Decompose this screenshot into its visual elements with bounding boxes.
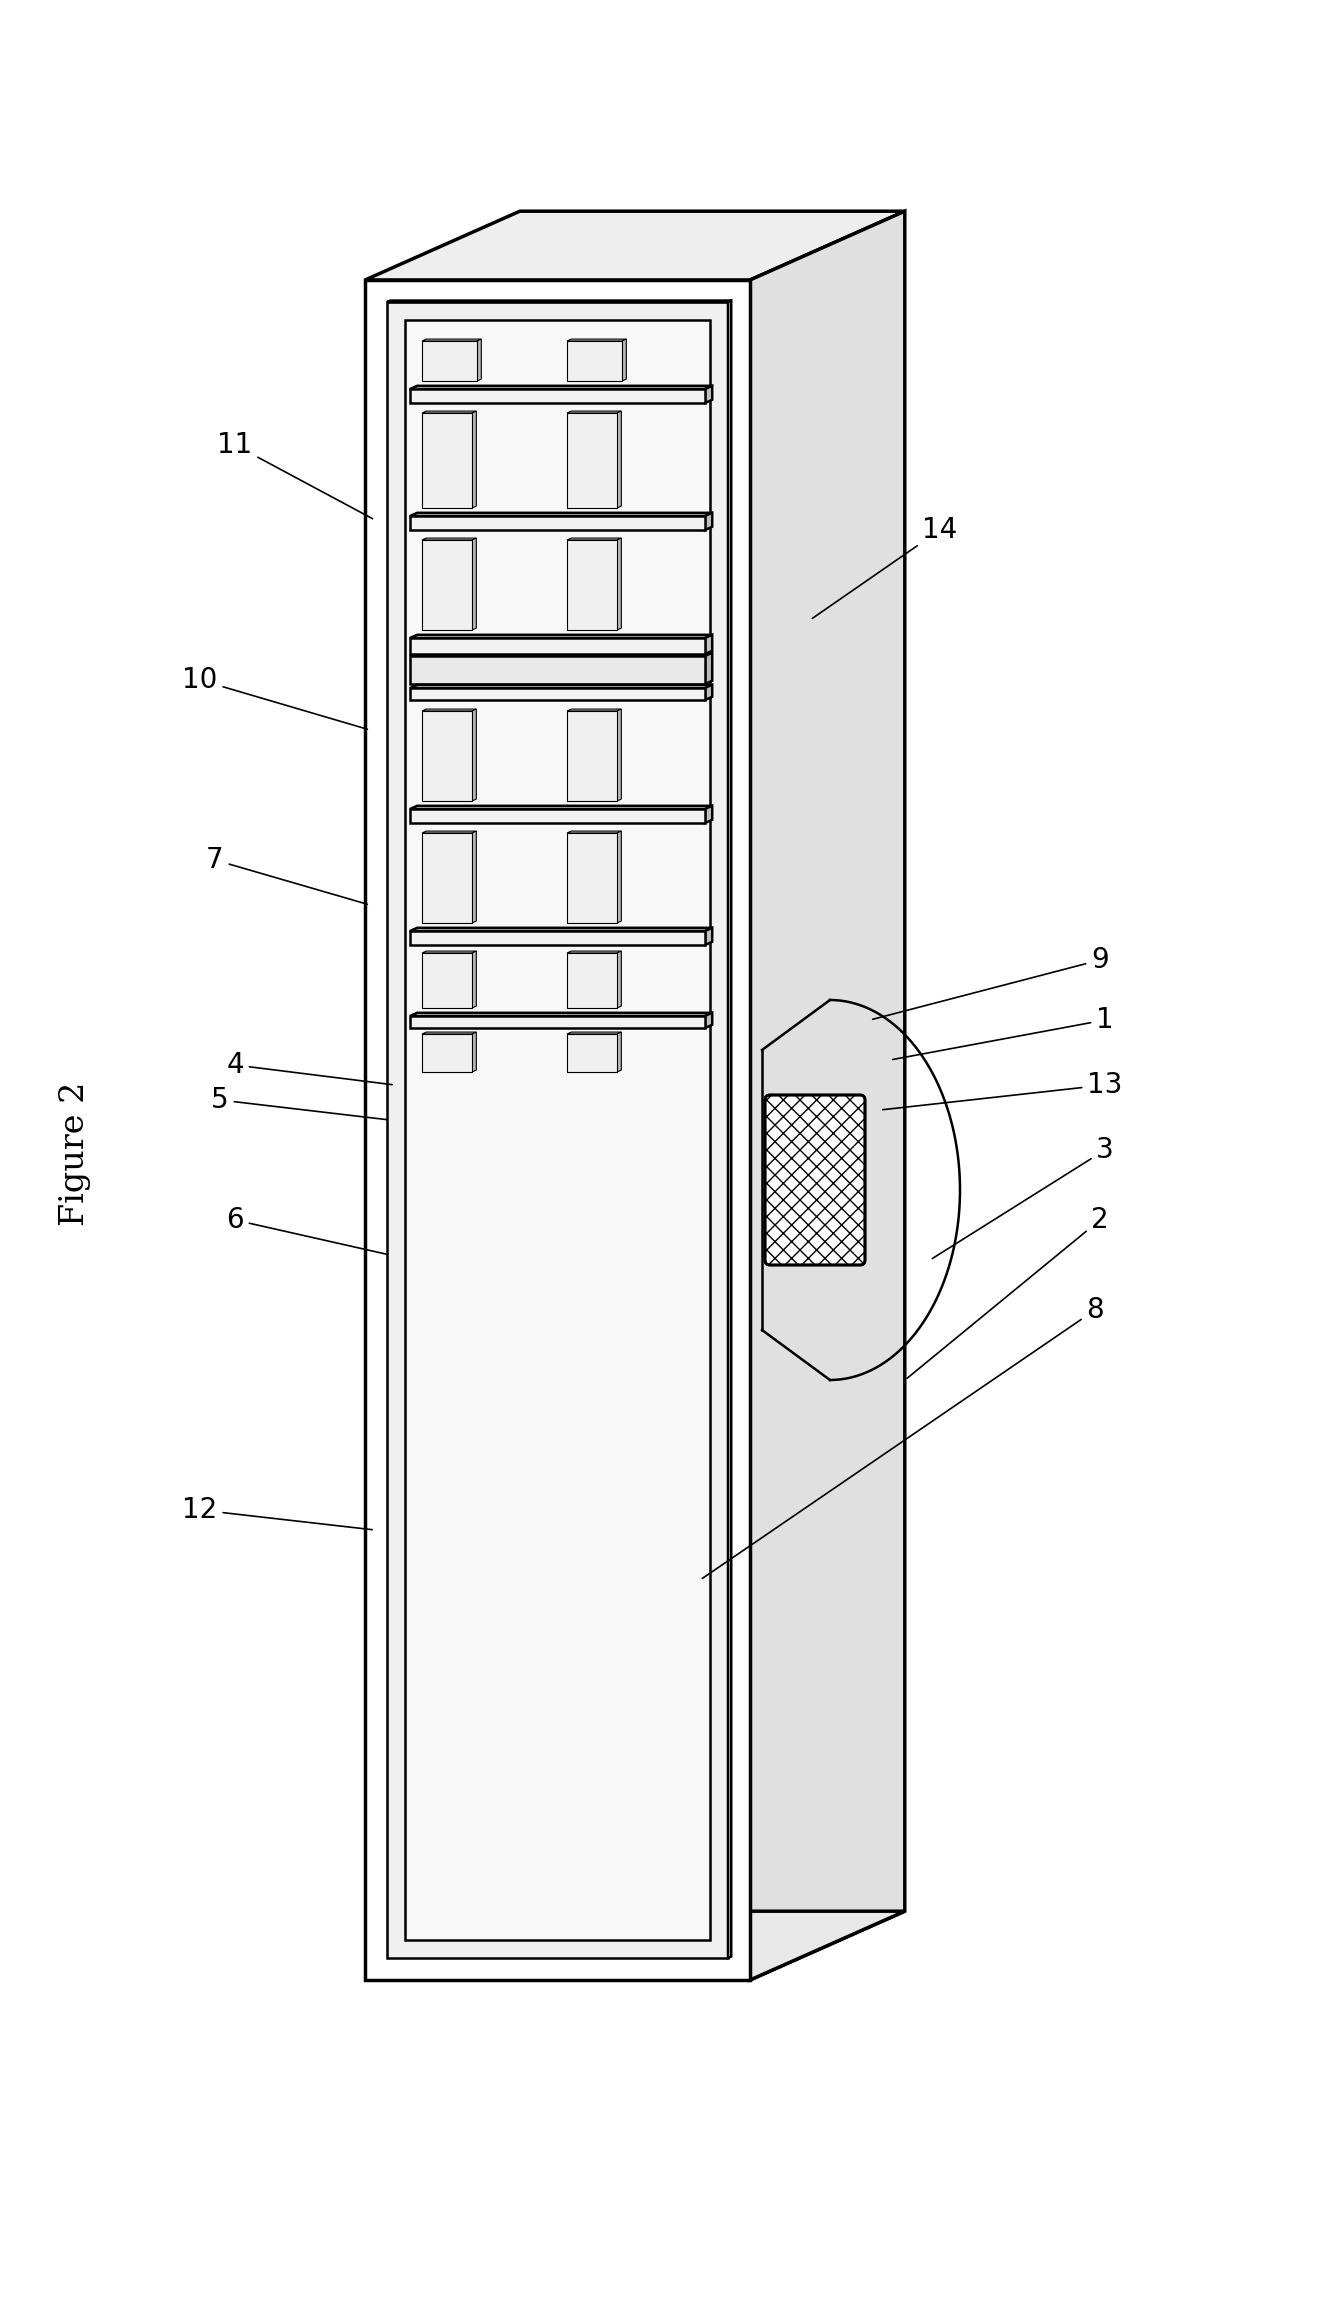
Polygon shape (422, 1034, 472, 1071)
Polygon shape (567, 342, 622, 381)
Polygon shape (750, 212, 905, 1980)
Polygon shape (422, 342, 476, 381)
Polygon shape (617, 538, 621, 630)
Polygon shape (422, 953, 472, 1009)
Polygon shape (472, 951, 476, 1009)
Polygon shape (472, 831, 476, 923)
Polygon shape (410, 1013, 713, 1016)
Polygon shape (567, 833, 617, 923)
Polygon shape (405, 321, 710, 1941)
Text: 3: 3 (933, 1136, 1113, 1258)
Polygon shape (617, 411, 621, 508)
Text: 10: 10 (182, 667, 368, 729)
Polygon shape (422, 413, 472, 508)
Polygon shape (705, 512, 713, 531)
Text: 12: 12 (182, 1496, 373, 1530)
Text: 14: 14 (812, 517, 958, 619)
Polygon shape (705, 685, 713, 699)
Text: 4: 4 (226, 1050, 393, 1085)
Polygon shape (410, 637, 705, 653)
Polygon shape (705, 385, 713, 404)
Polygon shape (472, 411, 476, 508)
Text: 1: 1 (893, 1006, 1113, 1059)
Text: 5: 5 (211, 1087, 387, 1119)
Polygon shape (705, 1013, 713, 1027)
Polygon shape (567, 540, 617, 630)
Polygon shape (410, 653, 713, 655)
Polygon shape (387, 302, 729, 1957)
Polygon shape (705, 653, 713, 683)
Polygon shape (410, 1016, 705, 1027)
Polygon shape (365, 212, 905, 279)
Text: Figure 2: Figure 2 (58, 1082, 92, 1226)
Polygon shape (617, 709, 621, 801)
Polygon shape (567, 413, 617, 508)
Text: 7: 7 (206, 847, 368, 905)
Polygon shape (472, 709, 476, 801)
Polygon shape (622, 339, 626, 381)
FancyBboxPatch shape (764, 1094, 865, 1265)
Polygon shape (567, 953, 617, 1009)
Polygon shape (422, 711, 472, 801)
Polygon shape (729, 300, 731, 1957)
Polygon shape (410, 517, 705, 531)
Polygon shape (617, 831, 621, 923)
Text: 13: 13 (882, 1071, 1123, 1110)
Polygon shape (410, 930, 705, 944)
Polygon shape (705, 928, 713, 944)
Text: 9: 9 (873, 946, 1109, 1020)
Polygon shape (705, 805, 713, 824)
Polygon shape (410, 685, 713, 688)
Polygon shape (476, 339, 482, 381)
Polygon shape (410, 928, 713, 930)
Polygon shape (410, 688, 705, 699)
Polygon shape (365, 279, 750, 1980)
Polygon shape (472, 1032, 476, 1071)
Polygon shape (410, 655, 705, 683)
Text: 8: 8 (702, 1297, 1104, 1579)
Polygon shape (422, 833, 472, 923)
Polygon shape (472, 538, 476, 630)
Polygon shape (410, 390, 705, 404)
Polygon shape (567, 711, 617, 801)
Text: 6: 6 (226, 1207, 387, 1253)
Polygon shape (410, 512, 713, 517)
Text: 11: 11 (218, 432, 373, 519)
Polygon shape (410, 385, 713, 390)
Polygon shape (365, 1911, 905, 1980)
Polygon shape (567, 1034, 617, 1071)
Polygon shape (422, 540, 472, 630)
Polygon shape (410, 635, 713, 637)
Polygon shape (410, 810, 705, 824)
Polygon shape (617, 951, 621, 1009)
Polygon shape (617, 1032, 621, 1071)
Text: 2: 2 (908, 1207, 1109, 1378)
Polygon shape (705, 635, 713, 653)
Polygon shape (410, 805, 713, 810)
